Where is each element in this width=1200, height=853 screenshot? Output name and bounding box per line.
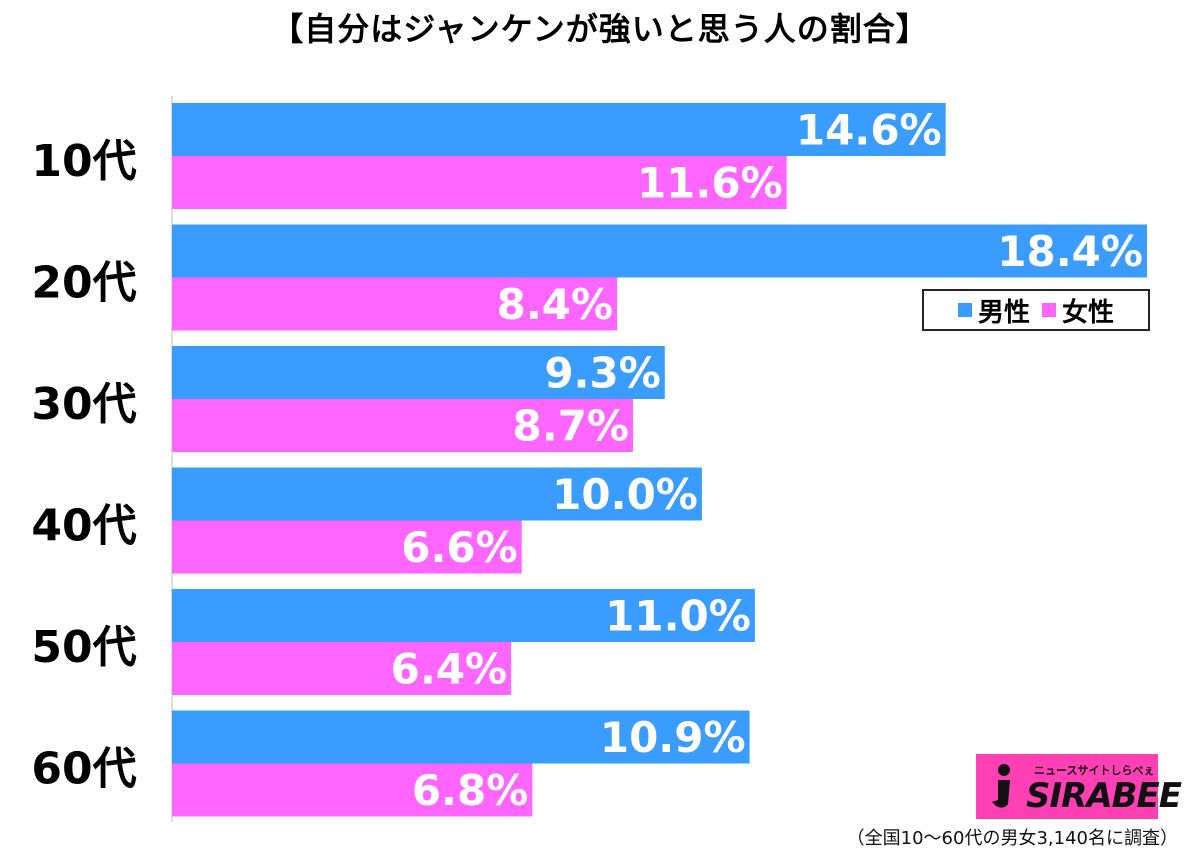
legend-swatch-female	[1042, 303, 1056, 317]
survey-footnote: （全国10～60代の男女3,140名に調査）	[846, 828, 1178, 849]
data-label-male: 10.9%	[600, 713, 746, 762]
bar-male	[172, 103, 946, 156]
data-label-female: 6.8%	[412, 766, 528, 815]
bar-female	[172, 156, 787, 209]
legend-label-female: 女性	[1062, 297, 1115, 328]
logo-name: SIRABEE	[1026, 776, 1182, 816]
legend-item-female: 女性	[1042, 292, 1114, 329]
bar-male	[172, 467, 702, 521]
data-label-female: 8.7%	[513, 402, 629, 451]
legend-item-male: 男性	[957, 292, 1030, 329]
category-label: 30代	[31, 379, 136, 430]
data-label-male: 18.4%	[997, 227, 1143, 276]
data-label-female: 6.6%	[401, 523, 517, 572]
legend-swatch-male	[957, 303, 972, 317]
category-label: 10代	[31, 136, 136, 187]
data-label-female: 8.4%	[497, 280, 613, 329]
category-label: 60代	[31, 744, 136, 795]
data-label-male: 9.3%	[544, 349, 660, 398]
data-label-female: 6.4%	[391, 645, 507, 694]
bar-female	[172, 399, 634, 452]
category-label: 20代	[31, 258, 136, 309]
data-label-female: 11.6%	[637, 159, 783, 208]
data-label-male: 10.0%	[552, 470, 698, 519]
logo-subtitle: ニュースサイトしらべぇ	[1034, 764, 1155, 777]
bar-male	[172, 346, 665, 399]
bar-female	[172, 277, 618, 331]
chart-title: 【自分はジャンケンが強いと思う人の割合】	[271, 10, 929, 48]
bar-male	[172, 224, 1147, 278]
category-label: 50代	[31, 622, 136, 673]
legend-label-male: 男性	[977, 297, 1030, 328]
bar-male	[172, 589, 755, 642]
bar-female	[172, 520, 522, 574]
sirabee-i-icon	[992, 764, 1010, 808]
sirabee-logo: ニュースサイトしらべぇ SIRABEE	[976, 754, 1182, 819]
bar-female	[172, 642, 512, 695]
data-label-male: 11.0%	[605, 592, 751, 641]
bar-male	[172, 710, 750, 764]
bar-female	[172, 763, 533, 817]
data-label-male: 14.6%	[796, 106, 942, 155]
category-label: 40代	[31, 501, 136, 552]
legend: 男性 女性	[922, 289, 1150, 331]
